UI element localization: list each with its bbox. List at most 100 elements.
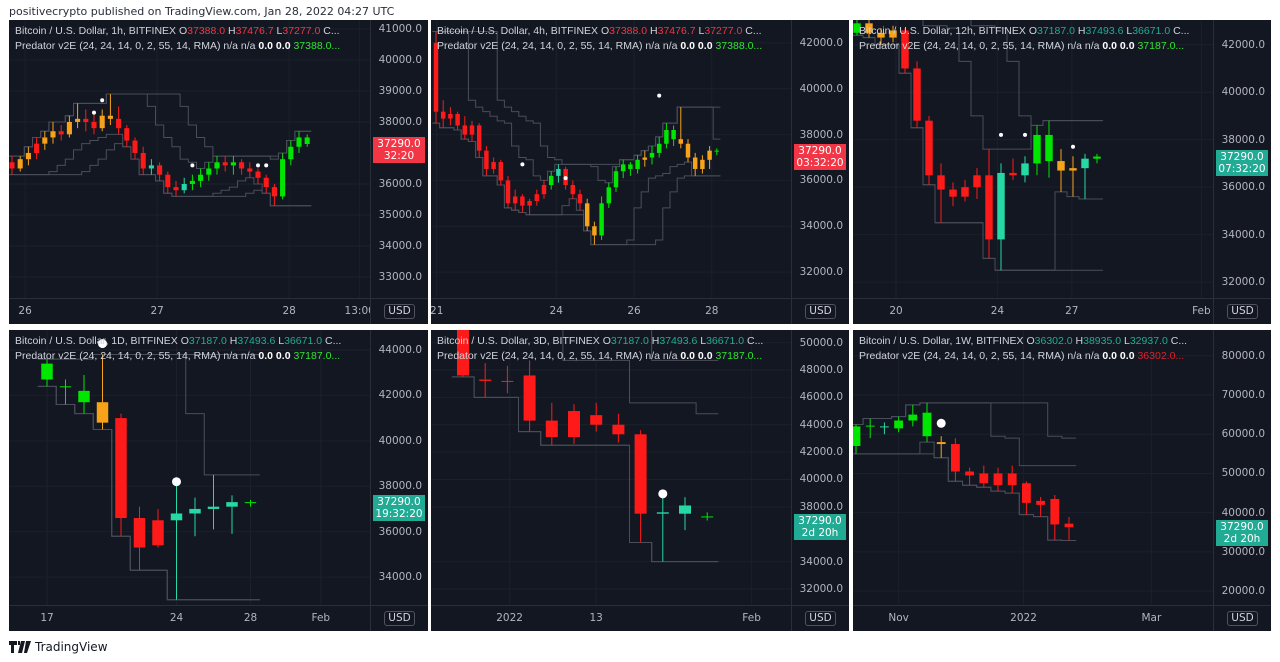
price-axis[interactable]: 44000.0 42000.0 40000.0 38000.0 36000.0 34000… [370,330,428,605]
candle [613,166,619,192]
candle [25,146,31,166]
signal-dot [92,110,96,115]
candle [671,125,676,147]
tradingview-footer[interactable]: TradingView [9,640,108,654]
currency-button[interactable]: USD [1227,611,1258,626]
time-axis[interactable]: 17 24 28 Feb [9,605,370,631]
candle-body [612,424,625,435]
price-axis[interactable]: 80000.0 70000.0 60000.0 50000.0 40000.0 30000… [1213,330,1271,605]
candle [157,162,163,181]
candlestick-plot[interactable] [431,20,791,298]
signal-dot [190,163,195,168]
candle-body [692,157,698,169]
time-axis[interactable]: 26 27 28 13:00 [9,298,370,324]
time-tick-label: 17 [40,612,54,624]
candle-body [157,165,163,175]
time-tick-label: 24 [169,612,184,624]
candle [304,134,310,147]
candle-body [523,375,536,421]
candle-body [25,152,31,160]
lower-band-line [37,385,260,601]
price-axis[interactable]: 42000.0 40000.0 38000.0 36000.0 34000.0 32000… [791,20,849,298]
time-tick-label: 26 [627,305,641,317]
candle-body [34,143,40,153]
currency-button[interactable]: USD [1227,304,1258,319]
candle [700,155,705,174]
price-tick-label: 40000.0 [378,53,422,66]
candle [961,180,969,202]
price-tick-label: 34000.0 [799,220,843,233]
candle [280,152,286,200]
currency-button[interactable]: USD [805,304,836,319]
price-tick-label: 50000.0 [1221,467,1265,480]
time-axis[interactable]: Nov 2022 Mar [853,605,1213,631]
chart-panel[interactable]: Bitcoin / U.S. Dollar, 4h, BITFINEX O373… [431,20,849,324]
candle-body [66,121,72,135]
time-tick-label: 21 [431,305,444,317]
candle-body [505,180,511,204]
candlestick-plot[interactable] [9,330,370,605]
time-axis[interactable]: 2022 13 Feb [431,605,791,631]
symbol-title[interactable]: Bitcoin / U.S. Dollar, 3D, BITFINEX [437,335,600,347]
chart-panel[interactable]: Bitcoin / U.S. Dollar, 12h, BITFINEX O37… [853,20,1271,324]
indicator-values: 0.0 0.0 [1102,350,1135,362]
publisher-caption: positivecrypto published on TradingView.… [9,5,395,18]
open-value: 37187.0 [188,335,227,347]
upper-band-line [651,330,719,361]
chart-panel[interactable]: Bitcoin / U.S. Dollar, 3D, BITFINEX O371… [431,330,849,631]
candle-body [304,137,310,144]
time-axis[interactable]: 20 24 27 Feb [853,298,1213,324]
symbol-title[interactable]: Bitcoin / U.S. Dollar, 1D, BITFINEX [15,335,178,347]
chart-panel[interactable]: Bitcoin / U.S. Dollar, 1h, BITFINEX O373… [9,20,428,324]
symbol-title[interactable]: Bitcoin / U.S. Dollar, 12h, BITFINEX [859,25,1026,37]
last-price: 37290.0 [798,514,842,527]
candlestick-plot[interactable] [853,20,1213,298]
indicator-title[interactable]: Predator v2E (24, 24, 14, 0, 2, 55, 14, … [859,40,1065,52]
candlestick-plot[interactable] [431,330,791,605]
price-axis[interactable]: 42000.0 40000.0 38000.0 36000.0 34000.0 32000… [1213,20,1271,298]
last-price-badge: 37290.0 19:32:20 [373,495,425,522]
currency-button[interactable]: USD [805,611,836,626]
signal-dot [100,98,105,103]
candle-body [165,174,171,188]
indicator-title[interactable]: Predator v2E (24, 24, 14, 0, 2, 55, 14, … [437,40,643,52]
candle-body [91,121,97,129]
candle-body [577,194,583,204]
currency-button[interactable]: USD [384,611,415,626]
symbol-title[interactable]: Bitcoin / U.S. Dollar, 1h, BITFINEX [15,25,177,37]
indicator-title[interactable]: Predator v2E (24, 24, 14, 0, 2, 55, 14, … [15,350,221,362]
candle-body [50,131,56,138]
candle-body [965,471,975,476]
symbol-legend-row: Bitcoin / U.S. Dollar, 4h, BITFINEX O373… [437,25,762,37]
candle-body [247,168,253,172]
chart-panel[interactable]: Bitcoin / U.S. Dollar, 1D, BITFINEX O371… [9,330,428,631]
low-value: 32937.0 [1129,335,1168,347]
candle [1050,495,1060,541]
price-tick-label: 80000.0 [1221,349,1265,362]
time-axis[interactable]: 21 24 26 28 [431,298,791,324]
price-tick-label: 35000.0 [378,209,422,221]
candle [634,430,647,543]
price-axis[interactable]: 41000.0 40000.0 39000.0 38000.0 36000.0 35000… [370,20,428,298]
candlestick-plot[interactable] [853,330,1213,605]
candle-body [207,506,220,509]
time-tick-label: 20 [889,305,903,317]
candle [679,497,691,531]
candle [484,146,489,176]
axis-corner: USD [1213,605,1271,631]
price-axis[interactable]: 50000.0 48000.0 46000.0 44000.0 42000.0 40000… [791,330,849,605]
currency-button[interactable]: USD [384,304,415,319]
symbol-title[interactable]: Bitcoin / U.S. Dollar, 4h, BITFINEX [437,25,599,37]
symbol-title[interactable]: Bitcoin / U.S. Dollar, 1W, BITFINEX [859,335,1024,347]
chart-panel[interactable]: Bitcoin / U.S. Dollar, 1W, BITFINEX O363… [853,330,1271,631]
candlestick-plot[interactable] [9,20,370,298]
candle [913,61,921,128]
indicator-title[interactable]: Predator v2E (24, 24, 14, 0, 2, 55, 14, … [437,350,643,362]
candle [879,422,889,435]
candle [620,159,626,179]
indicator-title[interactable]: Predator v2E (24, 24, 14, 0, 2, 55, 14, … [859,350,1065,362]
last-price-badge: 37290.0 2d 20h [1216,519,1268,546]
candle [1036,496,1046,517]
signal-dot [172,477,181,487]
indicator-title[interactable]: Predator v2E (24, 24, 14, 0, 2, 55, 14, … [15,40,221,52]
